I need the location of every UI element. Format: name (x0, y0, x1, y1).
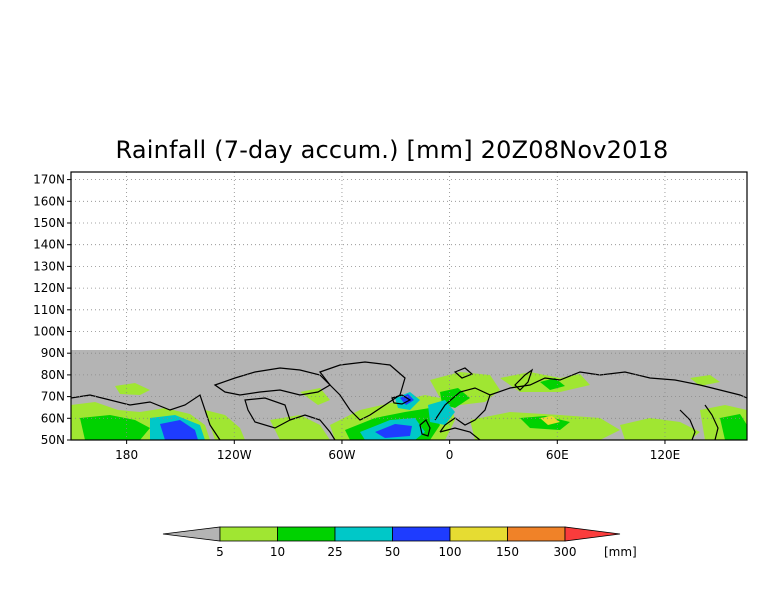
legend-label: 100 (439, 545, 462, 559)
x-tick-label: 120W (217, 448, 252, 462)
rain-patch (160, 420, 198, 440)
legend-label: 300 (554, 545, 577, 559)
coastlines (70, 361, 748, 441)
x-tick-label: 60W (328, 448, 355, 462)
legend-swatch (449, 526, 508, 542)
rain-patch (720, 414, 747, 440)
rain-patch (115, 383, 150, 395)
legend-label: 10 (270, 545, 285, 559)
coastline (453, 367, 474, 379)
coastline (489, 371, 748, 399)
y-tick-label: 80N (41, 368, 65, 382)
rain-patch (80, 415, 150, 440)
y-tick-label: 90N (41, 346, 65, 360)
y-tick-label: 120N (33, 281, 65, 295)
y-tick-label: 50N (41, 433, 65, 447)
coastline (419, 419, 431, 437)
legend-label: 50 (385, 545, 400, 559)
rain-patch (270, 415, 330, 440)
coastline (391, 394, 412, 405)
legend-arrow-high (564, 526, 621, 542)
y-tick-label: 70N (41, 390, 65, 404)
rainfall-patches (71, 372, 747, 440)
x-tick-label: 0 (446, 448, 454, 462)
rain-patch (540, 378, 565, 390)
legend-label: 5 (216, 545, 224, 559)
color-legend: [mm] 5 10 25 50 100 150 300 (162, 526, 637, 559)
legend-swatch (219, 526, 278, 542)
y-tick-label: 170N (33, 173, 65, 187)
map-title: Rainfall (7-day accum.) [mm] 20Z08Nov201… (115, 136, 669, 164)
legend-swatch (334, 526, 393, 542)
legend-swatch (277, 526, 336, 542)
coastline (704, 404, 719, 441)
map-panel: 170N 160N 150N 140N 130N 120N 110N 100N 90N 80N 70… (33, 171, 748, 462)
legend-swatch (392, 526, 451, 542)
y-tick-label: 110N (33, 303, 65, 317)
y-tick-label: 130N (33, 259, 65, 273)
rain-patch (620, 418, 700, 440)
rain-patch (375, 424, 412, 438)
coastline (70, 394, 221, 441)
rain-patch (428, 400, 455, 425)
x-tick-label: 120E (650, 448, 681, 462)
coastline (244, 397, 291, 429)
legend-arrow-low (162, 526, 221, 542)
grid (71, 172, 747, 441)
y-tick-label: 100N (33, 324, 65, 338)
legend-label: 150 (496, 545, 519, 559)
legend-unit-label: [mm] (604, 545, 637, 559)
coastline (319, 361, 406, 421)
y-tick-label: 160N (33, 194, 65, 208)
y-tick-label: 60N (41, 411, 65, 425)
x-tick-label: 60E (546, 448, 569, 462)
coastline (213, 367, 331, 396)
legend-swatch (507, 526, 566, 542)
coastline (679, 409, 696, 441)
y-tick-label: 140N (33, 238, 65, 252)
y-axis: 170N 160N 150N 140N 130N 120N 110N 100N 90N 80N 70… (33, 173, 71, 447)
x-axis: 180 120W 60W 0 60E 120E (115, 440, 680, 462)
coastline (289, 414, 336, 441)
coastline (439, 427, 481, 441)
rain-patch (520, 416, 570, 430)
coastline (514, 368, 534, 391)
y-tick-label: 150N (33, 216, 65, 230)
map-frame (70, 171, 748, 441)
x-tick-label: 180 (115, 448, 138, 462)
rain-patch (690, 375, 720, 386)
legend-label: 25 (327, 545, 342, 559)
